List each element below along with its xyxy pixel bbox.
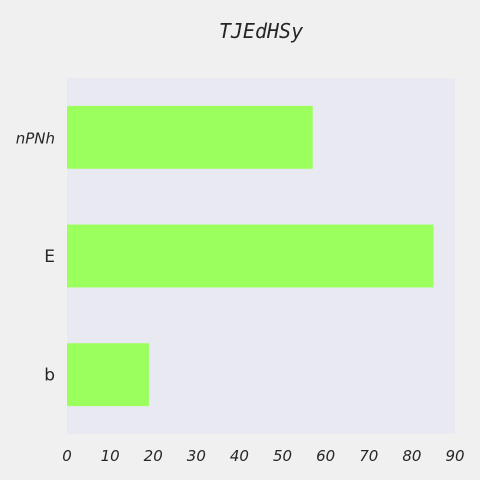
y-tick-label-b: b xyxy=(44,366,55,386)
x-tick-label-30: 30 xyxy=(187,447,206,465)
x-tick-label-20: 20 xyxy=(144,447,163,465)
chart-title: TJEdHSy xyxy=(219,19,303,43)
x-tick-label-90: 90 xyxy=(445,447,464,465)
x-tick-labels: 0 10 20 30 40 50 60 70 80 90 xyxy=(62,447,464,465)
bars-group xyxy=(67,105,434,407)
bar-nPNh xyxy=(67,105,313,169)
bar-b xyxy=(67,343,149,407)
y-tick-labels: nPNh Eb xyxy=(16,129,55,385)
x-tick-label-60: 60 xyxy=(316,447,335,465)
y-tick-label-nPNh: nPNh xyxy=(16,129,55,147)
x-tick-label-70: 70 xyxy=(359,447,378,465)
x-tick-label-50: 50 xyxy=(273,447,292,465)
bar-E xyxy=(67,224,434,288)
x-tick-label-40: 40 xyxy=(230,447,249,465)
x-tick-label-80: 80 xyxy=(402,447,421,465)
x-tick-label-0: 0 xyxy=(62,447,72,465)
x-tick-label-10: 10 xyxy=(101,447,120,465)
y-tick-label-E: E xyxy=(44,247,55,267)
